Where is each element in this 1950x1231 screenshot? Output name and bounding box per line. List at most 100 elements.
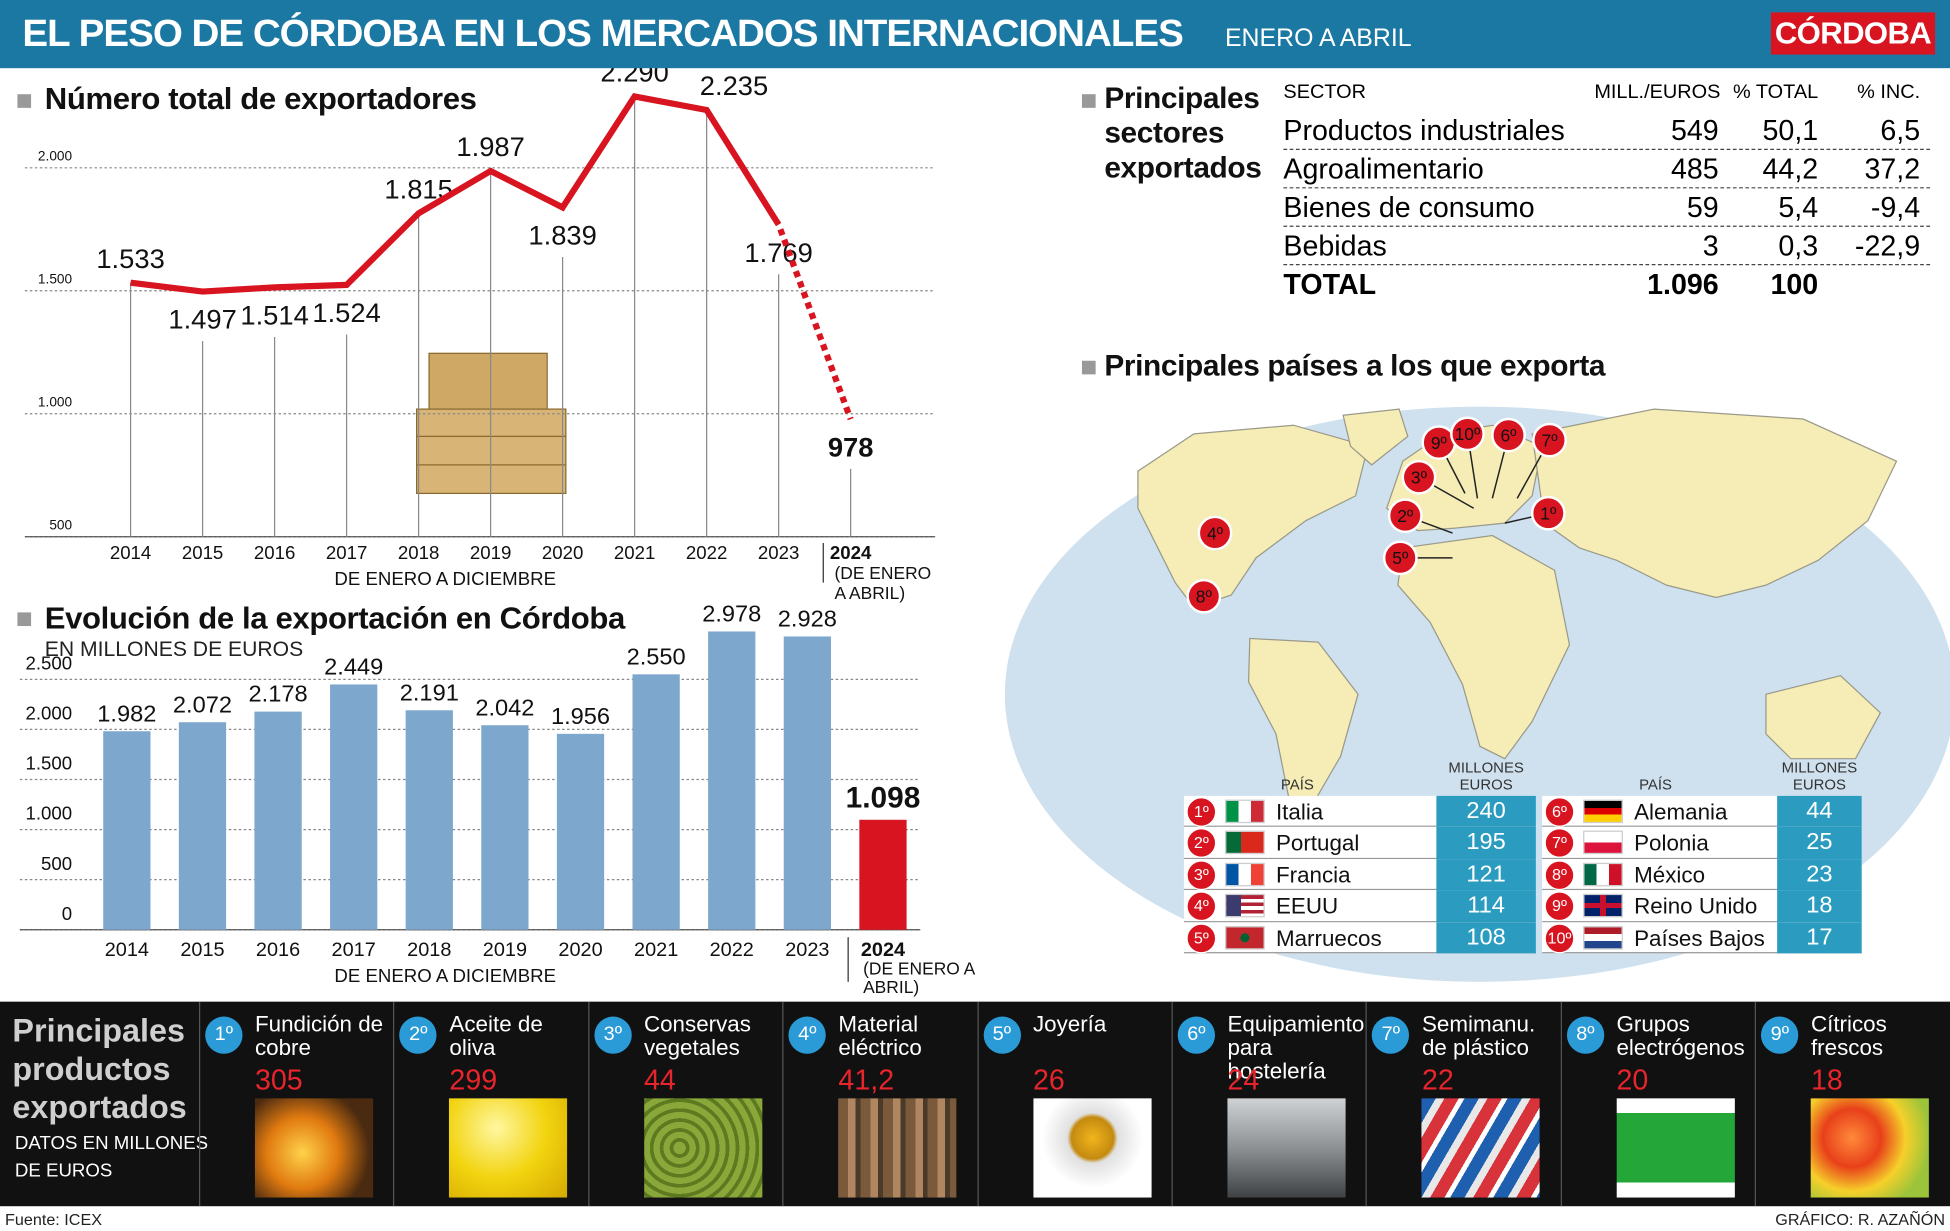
y-tick-label: 500 [49,517,72,532]
rank-badge: 8º [1544,860,1575,890]
table-cell: Bienes de consumo [1283,190,1535,224]
x-tick-label: 2017 [332,939,376,961]
x-tick-label: 2018 [398,542,439,563]
land [1137,408,1898,813]
value-label: 1.533 [96,243,164,274]
x-tick-label: 2015 [182,542,223,563]
column-header: PAÍS [1280,776,1314,794]
bar [632,674,680,930]
value-label: 2.042 [475,694,534,720]
product-image [1810,1098,1930,1198]
land-australia [1765,674,1882,760]
x-tick-label: 2022 [710,939,754,961]
product-value: 305 [254,1063,303,1096]
table-row: 9º Reino Unido 18 [1542,890,1862,922]
rank-badge: 5º [983,1016,1021,1054]
x-tick-label: 2019 [470,542,511,563]
x-tick-label: 2016 [254,542,295,563]
country-value: 240 [1436,795,1536,828]
map-marker-label: 8º [1196,587,1213,607]
flag [1583,894,1623,918]
products-title: Principales productos exportados [12,1011,187,1126]
bar [556,733,605,930]
country-name: EEUU [1275,894,1339,919]
bar [859,819,907,930]
map-markers: 1º 2º 3º 4º 5º 6º 7º 8º 9º 10º [1186,416,1567,614]
flag [1583,862,1623,887]
map-marker-label: 9º [1431,433,1448,453]
map-marker-label: 10º [1455,424,1481,444]
value-label: 2.178 [249,681,308,707]
value-label: 1.956 [551,703,610,729]
product-name: Semimanu. de plástico [1421,1011,1536,1060]
country-value: 114 [1436,890,1536,922]
product-image [1421,1098,1541,1198]
table-cell: -9,4 [1870,190,1921,224]
column-header: MILL./EUROS [1594,81,1721,103]
y-tick-label: 1.500 [38,271,73,286]
country-value: 121 [1436,858,1536,891]
x-tick-label: 2015 [180,939,224,961]
flag [1583,799,1623,824]
country-value: 18 [1777,890,1862,922]
bar [481,725,529,930]
bar [405,710,453,930]
x-tick-label: 2020 [542,542,583,563]
table-header: PAÍS MILLONES EUROS [1542,751,1862,796]
sectors-title: Principales sectores exportados [1104,81,1262,185]
table-cell: 5,4 [1778,190,1819,224]
country-name: Italia [1275,799,1324,825]
value-label: 2.449 [324,654,383,680]
table-row: 10º Países Bajos 17 [1542,921,1862,954]
y-tick-label: 2.000 [38,148,73,163]
x-tick-label: 2021 [614,542,655,563]
rank-badge: 7º [1544,828,1575,859]
x-tick-label: 2023 [758,542,799,563]
bullet [17,612,32,627]
country-name: Alemania [1634,799,1728,825]
y-tick-label: 1.000 [25,803,72,824]
product-name: Cítricos frescos [1810,1011,1887,1060]
product-name: Aceite de oliva [449,1011,543,1060]
rank-badge: 7º [1372,1016,1410,1054]
table-row: Bebidas 3 0,3 -22,9 [1283,227,1931,266]
table-row: 3º Francia 121 [1183,858,1536,891]
country-name: Francia [1275,862,1351,888]
product-name: Fundición de cobre [254,1011,384,1060]
y-tick-label: 0 [62,903,72,924]
table-row: 5º Marruecos 108 [1183,921,1536,954]
page-title: EL PESO DE CÓRDOBA EN LOS MERCADOS INTER… [22,11,1183,55]
column-header: MILLONES EUROS [1781,758,1858,794]
table-cell: 37,2 [1864,152,1921,185]
rank-badge: 10º [1544,923,1575,953]
rank-badge: 6º [1177,1016,1216,1054]
land-north-america [1137,424,1369,609]
crate [415,408,567,495]
land-africa [1397,534,1571,760]
x-tick-label: 2020 [558,939,602,961]
table-cell: Productos industriales [1283,114,1565,147]
bar [254,711,302,930]
x-tick-label: 2023 [785,939,829,961]
table-row: Agroalimentario 485 44,2 37,2 [1283,150,1931,189]
product-image [643,1098,763,1198]
country-value: 23 [1777,858,1862,891]
product-value: 18 [1810,1063,1843,1096]
rank-badge: 4º [1186,891,1217,922]
value-label: 2.235 [700,70,768,101]
flag [1224,925,1265,950]
rank-badge: 2º [1186,828,1217,859]
crate-illustration [415,352,567,495]
value-label: 2.928 [778,606,837,632]
product-value: 41,2 [838,1063,895,1096]
value-label: 1.497 [168,304,236,335]
column-header: MILLONES EUROS [1448,758,1524,794]
bullet [17,94,32,108]
table-cell: 549 [1670,114,1719,147]
product-name: Joyería [1032,1011,1107,1037]
x-tick-label: 2022 [686,542,727,563]
table-row: Productos industriales 549 50,1 6,5 [1283,112,1931,151]
value-label: 1.839 [528,220,596,251]
